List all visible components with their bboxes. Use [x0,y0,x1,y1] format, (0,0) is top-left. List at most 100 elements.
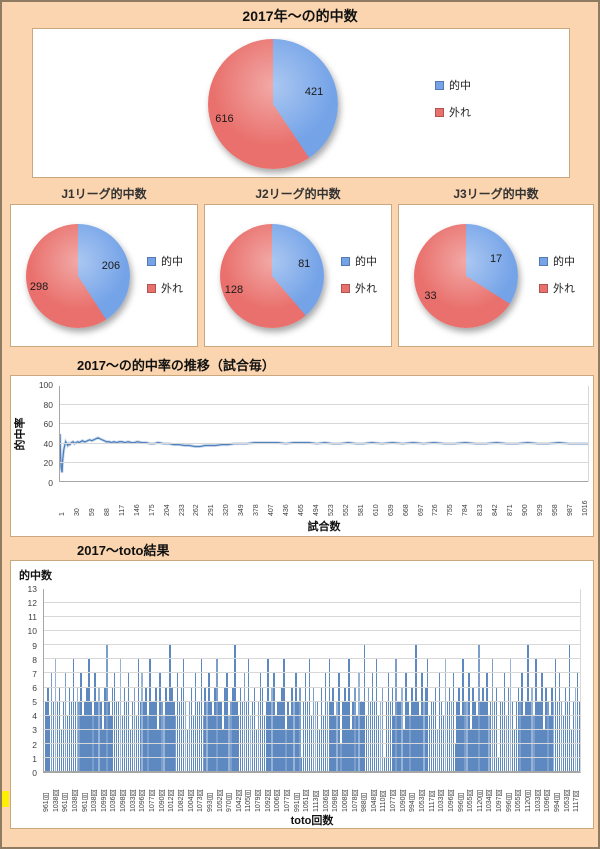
bar [273,673,275,772]
main-pie-panel: 421 616 的中 外れ [32,28,570,178]
tick-label: 994回 [409,793,417,812]
line-chart-plot [59,386,589,482]
tick-label: 9 [32,640,37,651]
tick-label: 988回 [361,793,369,812]
bar [493,701,496,772]
bar [157,729,159,772]
tick-label: 1038回 [71,789,79,812]
bar [397,701,399,772]
bar [572,701,575,772]
bar [566,701,569,772]
bar [300,757,303,772]
tick-label: 996回 [505,793,513,812]
bar [560,701,563,772]
j1-pie-legend: 的中 外れ [147,253,183,296]
bar [421,673,423,772]
pie-value-label: 206 [101,260,121,273]
pie-value-label: 421 [304,85,324,98]
bar [80,673,82,772]
tick-label: 1077回 [149,789,157,812]
bar [576,673,579,772]
tick-label: 1120回 [476,789,484,812]
bar [511,701,514,772]
bar [117,701,120,772]
tick-label: 1110回 [380,790,388,812]
bar [196,701,199,772]
tick-label: 1055回 [515,789,523,812]
bar [198,701,201,772]
bar [234,645,236,772]
bar [125,701,128,772]
bar [547,701,549,772]
bar [167,701,169,772]
tick-label: 1053回 [563,789,571,812]
bar [84,701,86,772]
bar [172,701,175,772]
bar [438,673,441,772]
bar [176,673,179,772]
tick-label: 726 [432,504,440,516]
bar [403,729,405,772]
tick-label: 494 [312,504,320,516]
bar [230,701,232,772]
bar [346,701,348,772]
tick-label: 1113回 [312,790,320,812]
tick-label: 961回 [43,793,50,812]
gridline [44,700,580,702]
bar [222,729,224,772]
tick-label: 1 [59,512,66,516]
bar [385,701,388,772]
bar [338,673,340,772]
bar [468,673,470,772]
hit-swatch-icon [539,256,548,266]
bar [361,701,364,772]
tick-label: 813 [477,504,485,516]
gridline [60,461,588,463]
bar [241,701,244,772]
tick-label: 465 [298,504,305,516]
bar [417,701,419,772]
bar [407,701,409,772]
bar [478,645,480,772]
bar [489,701,492,772]
bar [153,701,155,772]
tick-label: 1006回 [274,789,282,812]
bar [324,673,327,772]
tick-label: 1 [32,753,37,764]
tick-label: 961回 [81,793,89,812]
bar [56,701,59,772]
main-pie-chart: 421 616 [208,39,338,169]
bar [96,701,98,772]
bar [371,673,374,772]
legend-label: 的中 [161,256,183,268]
bar [161,701,163,772]
bar [245,701,248,772]
bar [243,673,246,772]
gridline [44,714,580,716]
tick-label: 233 [178,504,186,516]
bar [259,673,262,772]
bar [169,645,171,772]
bar [541,673,543,772]
hit-swatch-icon [341,256,350,266]
tick-label: 1078回 [351,789,359,812]
bar [413,701,415,772]
tick-label: 436 [283,504,291,516]
legend-label: 的中 [553,256,575,268]
bar [480,701,482,772]
pie-value-label: 33 [424,289,437,302]
legend-label: 外れ [161,283,183,295]
tick-label: 262 [193,504,201,516]
bar [556,701,559,772]
tick-label: 1096回 [139,789,147,812]
bar [285,729,287,772]
bar [430,701,433,772]
bar [188,701,191,772]
gridline [60,404,588,406]
tick-label: 1033回 [129,789,137,812]
tick-label: 1077回 [390,789,398,812]
bar [306,701,309,772]
tick-label: 552 [342,504,350,516]
tick-label: 1073回 [197,789,205,812]
